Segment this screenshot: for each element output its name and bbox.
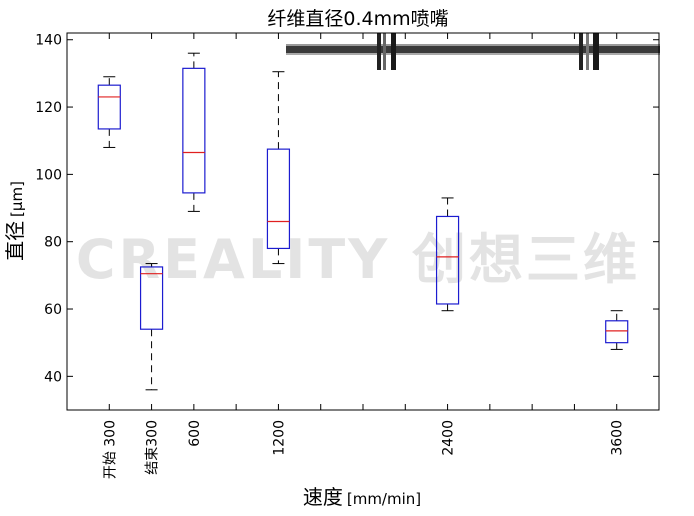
- box-series: [97, 52, 629, 391]
- y-tick-label: 60: [44, 302, 62, 318]
- plot-area: [66, 32, 660, 411]
- x-axis-label-main: 速度: [303, 485, 343, 509]
- iqr-box: [97, 84, 121, 130]
- y-tick-label: 100: [35, 167, 62, 183]
- filament-photo: [286, 33, 660, 70]
- x-tick-label: 600: [187, 420, 203, 447]
- x-tick-label: 1200: [271, 420, 287, 456]
- y-tick-label: 120: [35, 100, 62, 116]
- box-plot-item: [605, 310, 629, 350]
- y-tick-label: 40: [44, 369, 62, 385]
- x-tick-label: 3600: [610, 420, 626, 456]
- y-tick-label: 80: [44, 235, 62, 251]
- x-axis-label: 速度 [mm/min]: [303, 485, 421, 509]
- box-plot-item: [139, 263, 164, 391]
- x-axis: 开始 300 结束300 600 1200 2400 3600: [102, 33, 626, 479]
- y-axis-label-unit: [µm]: [8, 181, 26, 217]
- y-axis: 40 60 80 100 120 140: [35, 33, 659, 385]
- y-axis-label-main: 直径: [3, 221, 27, 261]
- x-tick-label: 结束300: [145, 420, 161, 475]
- y-tick-label: 140: [35, 33, 62, 49]
- watermark: CREALITY 创想三维: [76, 228, 640, 291]
- x-tick-label: 2400: [441, 420, 457, 456]
- iqr-box: [182, 67, 206, 194]
- box-plot-item: [435, 197, 460, 312]
- iqr-box: [435, 215, 460, 305]
- chart-title: 纤维直径0.4mm喷嘴: [267, 8, 448, 30]
- iqr-box: [139, 266, 164, 330]
- box-plot-item: [97, 76, 121, 148]
- iqr-box: [605, 320, 629, 344]
- box-plot-item: [266, 71, 291, 265]
- x-axis-label-unit: [mm/min]: [347, 490, 421, 508]
- box-plot-item: [182, 52, 206, 212]
- x-tick-label: 开始 300: [102, 420, 118, 479]
- iqr-box: [266, 148, 291, 250]
- y-axis-label: 直径 [µm]: [3, 181, 27, 261]
